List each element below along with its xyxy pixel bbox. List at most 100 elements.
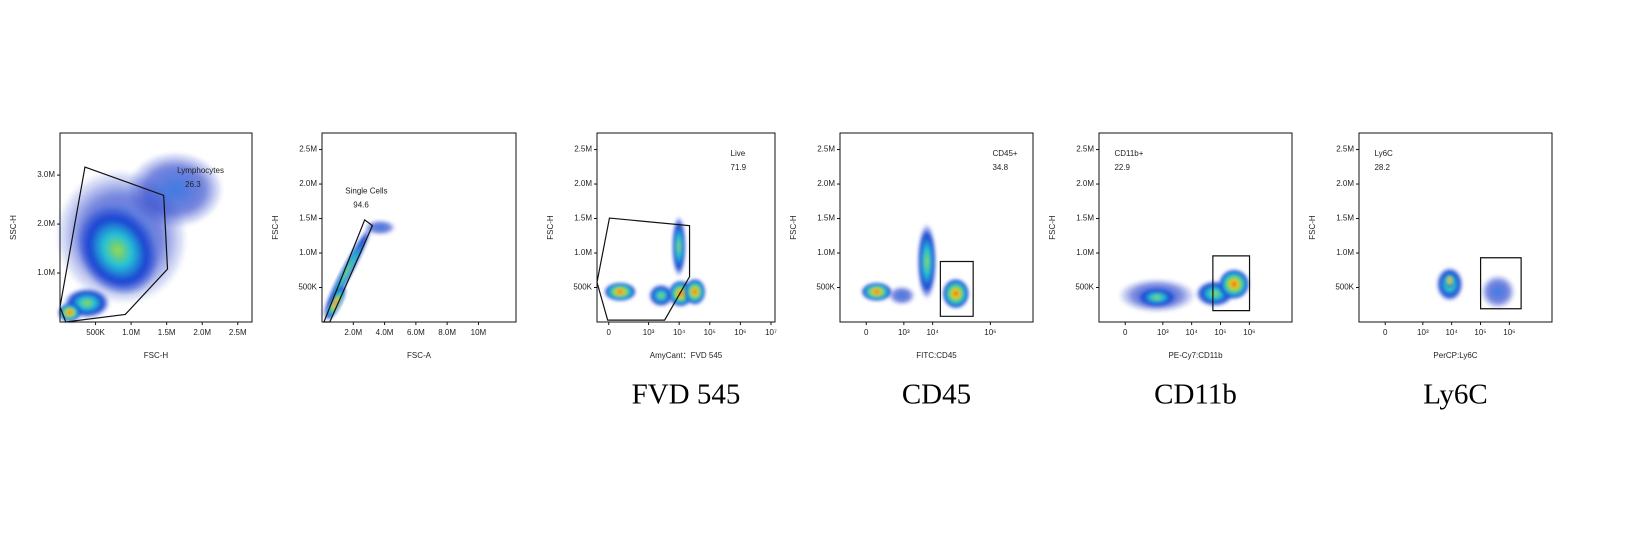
y-axis-label: FSC-H xyxy=(271,215,280,240)
x-tick-label: 10³ xyxy=(898,328,910,337)
density-blob xyxy=(648,284,674,307)
y-axis-label: FSC-H xyxy=(789,215,798,240)
x-tick-label: 8.0M xyxy=(438,328,456,337)
x-tick-label: 1.0M xyxy=(122,328,140,337)
x-tick-label: 0 xyxy=(1123,328,1128,337)
x-tick-label: 10³ xyxy=(1157,328,1169,337)
x-axis-label: FITC:CD45 xyxy=(916,351,957,360)
y-tick-label: 500K xyxy=(573,283,592,292)
density-blob xyxy=(364,219,396,236)
gate-value: 71.9 xyxy=(731,163,747,172)
gate-label: Ly6C xyxy=(1374,149,1393,158)
y-tick-label: 1.5M xyxy=(299,214,317,223)
x-tick-label: 10⁶ xyxy=(984,328,996,337)
gate xyxy=(1212,255,1251,312)
y-tick-label: 2.5M xyxy=(574,145,592,154)
density-blob xyxy=(888,286,916,305)
y-tick-label: 1.5M xyxy=(1076,214,1094,223)
density-plot xyxy=(55,151,224,322)
gate-value: 34.8 xyxy=(992,163,1008,172)
x-tick-label: 6.0M xyxy=(407,328,425,337)
plot-frame xyxy=(596,132,776,323)
y-tick-label: 1.0M xyxy=(817,248,835,257)
density-plot xyxy=(604,216,706,307)
y-tick-label: 1.5M xyxy=(817,214,835,223)
density-plot xyxy=(321,219,396,321)
y-axis-label: FSC-H xyxy=(1308,215,1317,240)
y-tick-label: 2.5M xyxy=(299,145,317,154)
plot-frame xyxy=(321,132,517,323)
y-tick-label: 2.0M xyxy=(1076,179,1094,188)
y-tick-label: 500K xyxy=(816,283,835,292)
density-blob xyxy=(861,282,893,302)
y-tick-label: 2.0M xyxy=(574,179,592,188)
y-tick-label: 500K xyxy=(298,283,317,292)
plot-frame xyxy=(1098,132,1293,323)
gate-value: 22.9 xyxy=(1114,163,1130,172)
density-blob xyxy=(917,223,937,300)
x-tick-label: 10⁷ xyxy=(765,328,777,337)
density-blob xyxy=(942,278,970,309)
gate xyxy=(1479,257,1522,310)
y-tick-label: 1.0M xyxy=(1076,248,1094,257)
x-tick-label: 0 xyxy=(864,328,869,337)
y-axis-label: SSC-H xyxy=(9,215,18,240)
x-tick-label: 10⁴ xyxy=(673,328,686,337)
y-tick-label: 500K xyxy=(1075,283,1094,292)
x-tick-label: 10³ xyxy=(643,328,655,337)
x-tick-label: 10⁶ xyxy=(734,328,746,337)
panel-caption: FVD 545 xyxy=(632,379,741,411)
plot-frame xyxy=(59,132,253,323)
y-tick-label: 1.5M xyxy=(574,214,592,223)
y-tick-label: 1.0M xyxy=(1336,248,1354,257)
y-tick-label: 1.0M xyxy=(37,268,55,277)
density-plot xyxy=(861,223,970,309)
x-axis-label: FSC-H xyxy=(144,351,169,360)
y-tick-label: 1.5M xyxy=(1336,214,1354,223)
y-tick-label: 3.0M xyxy=(37,170,55,179)
x-tick-label: 1.5M xyxy=(158,328,176,337)
y-tick-label: 1.0M xyxy=(574,248,592,257)
gate-label: Live xyxy=(731,149,746,158)
x-tick-label: 0 xyxy=(606,328,611,337)
x-tick-label: 500K xyxy=(86,328,105,337)
density-blob xyxy=(1137,287,1177,307)
x-tick-label: 2.5M xyxy=(229,328,247,337)
y-tick-label: 2.5M xyxy=(1076,145,1094,154)
y-tick-label: 1.0M xyxy=(299,248,317,257)
density-blob xyxy=(1480,274,1516,309)
density-blob xyxy=(1443,272,1456,288)
x-tick-label: 0 xyxy=(1383,328,1388,337)
x-tick-label: 2.0M xyxy=(193,328,211,337)
x-tick-label: 4.0M xyxy=(376,328,394,337)
density-blob xyxy=(76,204,159,296)
gate-label: CD11b+ xyxy=(1114,149,1143,158)
x-axis-label: PE-Cy7:CD11b xyxy=(1168,351,1223,360)
x-tick-label: 10⁴ xyxy=(1445,328,1458,337)
panel-caption: CD45 xyxy=(902,379,971,411)
density-blob xyxy=(127,151,224,228)
density-blob xyxy=(1218,269,1250,300)
gate-value: 94.6 xyxy=(353,201,369,210)
gate xyxy=(939,260,974,317)
panel-caption: CD11b xyxy=(1154,379,1237,411)
x-tick-label: 10³ xyxy=(1417,328,1429,337)
y-tick-label: 2.0M xyxy=(817,179,835,188)
gate-label: CD45+ xyxy=(992,149,1017,158)
density-plot xyxy=(1118,269,1250,313)
y-tick-label: 2.5M xyxy=(817,145,835,154)
gate-label: Lymphocytes xyxy=(177,166,224,175)
gate-value: 26.3 xyxy=(185,180,201,189)
y-axis-label: FSC-H xyxy=(1048,215,1057,240)
y-tick-label: 2.5M xyxy=(1336,145,1354,154)
x-tick-label: 10⁴ xyxy=(1185,328,1198,337)
density-plot xyxy=(1436,267,1516,309)
panel-caption: Ly6C xyxy=(1423,379,1487,411)
y-tick-label: 2.0M xyxy=(1336,179,1354,188)
x-tick-label: 10⁵ xyxy=(1474,328,1486,337)
density-blob xyxy=(684,278,706,305)
plot-frame xyxy=(839,132,1034,323)
x-tick-label: 10M xyxy=(471,328,487,337)
x-tick-label: 10⁶ xyxy=(1243,328,1255,337)
